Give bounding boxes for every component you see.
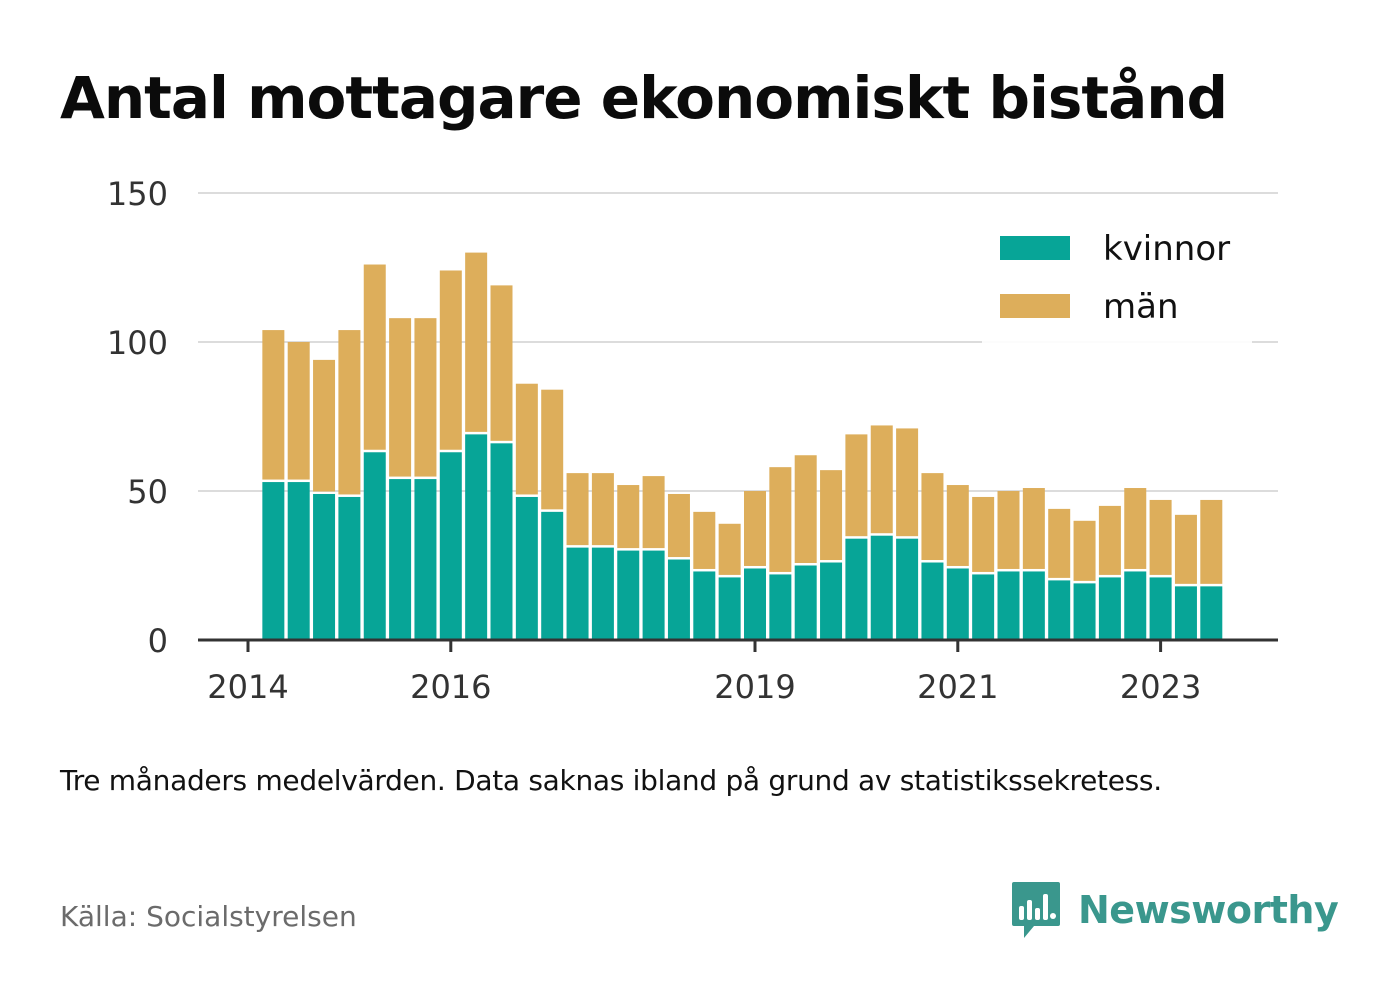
bars bbox=[262, 252, 1223, 641]
bar-kvinnor[interactable] bbox=[870, 535, 893, 640]
bar-kvinnor[interactable] bbox=[1098, 577, 1121, 640]
bar-man[interactable] bbox=[1200, 499, 1223, 584]
bar-man[interactable] bbox=[338, 330, 361, 495]
bar-kvinnor[interactable] bbox=[414, 479, 437, 640]
bar-man[interactable] bbox=[1073, 520, 1096, 581]
chart-area: 0 50 100 150 2014 2016 2019 2021 2023 kvinnor män bbox=[107, 175, 1278, 706]
bar-man[interactable] bbox=[642, 476, 665, 549]
bar-man[interactable] bbox=[1174, 514, 1197, 584]
bar-man[interactable] bbox=[617, 485, 640, 549]
bar-kvinnor[interactable] bbox=[287, 482, 310, 640]
bar-kvinnor[interactable] bbox=[1124, 571, 1147, 640]
bar-kvinnor[interactable] bbox=[1022, 571, 1045, 640]
bar-man[interactable] bbox=[997, 491, 1020, 569]
bar-man[interactable] bbox=[1022, 488, 1045, 569]
bar-man[interactable] bbox=[693, 511, 716, 569]
bar-man[interactable] bbox=[1124, 488, 1147, 569]
bar-man[interactable] bbox=[896, 428, 919, 537]
bar-kvinnor[interactable] bbox=[946, 568, 969, 640]
bar-kvinnor[interactable] bbox=[465, 434, 488, 640]
bar-man[interactable] bbox=[490, 285, 513, 441]
x-tick-label: 2016 bbox=[410, 668, 491, 706]
y-tick-label: 50 bbox=[127, 473, 168, 511]
bar-kvinnor[interactable] bbox=[1048, 580, 1071, 640]
bar-kvinnor[interactable] bbox=[439, 452, 462, 640]
bar-kvinnor[interactable] bbox=[338, 496, 361, 640]
y-tick-label: 0 bbox=[148, 622, 168, 660]
bar-man[interactable] bbox=[1149, 499, 1172, 575]
bar-man[interactable] bbox=[1098, 505, 1121, 575]
bar-man[interactable] bbox=[363, 264, 386, 450]
bar-kvinnor[interactable] bbox=[1174, 586, 1197, 640]
bar-man[interactable] bbox=[667, 493, 690, 558]
bar-man[interactable] bbox=[769, 467, 792, 572]
bar-kvinnor[interactable] bbox=[1073, 583, 1096, 640]
bar-man[interactable] bbox=[718, 523, 741, 575]
bar-kvinnor[interactable] bbox=[1200, 586, 1223, 640]
bar-kvinnor[interactable] bbox=[262, 482, 285, 640]
bar-man[interactable] bbox=[1048, 508, 1071, 578]
bar-kvinnor[interactable] bbox=[997, 571, 1020, 640]
bar-man[interactable] bbox=[313, 359, 336, 492]
bar-kvinnor[interactable] bbox=[667, 559, 690, 640]
bar-kvinnor[interactable] bbox=[389, 479, 412, 640]
bar-kvinnor[interactable] bbox=[490, 443, 513, 640]
bar-kvinnor[interactable] bbox=[820, 562, 843, 640]
newsworthy-logo-icon bbox=[1012, 882, 1060, 938]
brand-name: Newsworthy bbox=[1078, 888, 1339, 932]
bar-kvinnor[interactable] bbox=[845, 538, 868, 640]
bar-man[interactable] bbox=[414, 318, 437, 477]
x-tick-label: 2014 bbox=[207, 668, 288, 706]
legend-swatch bbox=[1000, 236, 1070, 260]
bar-man[interactable] bbox=[744, 491, 766, 566]
bar-kvinnor[interactable] bbox=[566, 547, 589, 640]
bar-man[interactable] bbox=[794, 455, 817, 563]
legend-label: kvinnor bbox=[1103, 229, 1230, 269]
x-tick-label: 2019 bbox=[714, 668, 795, 706]
axes: 0 50 100 150 2014 2016 2019 2021 2023 bbox=[107, 175, 1278, 706]
x-tick-label: 2023 bbox=[1120, 668, 1201, 706]
bar-kvinnor[interactable] bbox=[921, 562, 944, 640]
bar-man[interactable] bbox=[591, 473, 614, 546]
chart-title: Antal mottagare ekonomiskt bistånd bbox=[60, 64, 1228, 132]
bar-kvinnor[interactable] bbox=[794, 565, 817, 641]
bar-kvinnor[interactable] bbox=[896, 538, 919, 640]
bar-kvinnor[interactable] bbox=[718, 577, 741, 640]
bar-kvinnor[interactable] bbox=[515, 496, 538, 640]
bar-kvinnor[interactable] bbox=[541, 511, 564, 640]
bar-kvinnor[interactable] bbox=[363, 452, 386, 640]
legend-label: män bbox=[1103, 287, 1179, 327]
bar-man[interactable] bbox=[439, 270, 462, 450]
bar-kvinnor[interactable] bbox=[617, 550, 640, 640]
bar-kvinnor[interactable] bbox=[642, 550, 665, 640]
source-text: Källa: Socialstyrelsen bbox=[60, 900, 357, 933]
y-tick-label: 100 bbox=[107, 324, 168, 362]
x-tick-label: 2021 bbox=[917, 668, 998, 706]
bar-man[interactable] bbox=[389, 318, 412, 477]
bar-man[interactable] bbox=[946, 485, 969, 566]
brand-logo[interactable]: Newsworthy bbox=[1010, 878, 1339, 942]
bar-man[interactable] bbox=[541, 389, 564, 510]
legend-swatch bbox=[1000, 294, 1070, 318]
bar-man[interactable] bbox=[972, 496, 995, 572]
bar-man[interactable] bbox=[262, 330, 285, 480]
bar-kvinnor[interactable] bbox=[591, 547, 614, 640]
bar-man[interactable] bbox=[566, 473, 589, 546]
bar-man[interactable] bbox=[287, 342, 310, 480]
bar-kvinnor[interactable] bbox=[693, 571, 716, 640]
bar-man[interactable] bbox=[870, 425, 893, 534]
bar-man[interactable] bbox=[515, 383, 538, 495]
bar-man[interactable] bbox=[845, 434, 868, 537]
chart-note: Tre månaders medelvärden. Data saknas ib… bbox=[60, 764, 1162, 797]
bar-kvinnor[interactable] bbox=[1149, 577, 1172, 640]
bar-kvinnor[interactable] bbox=[313, 493, 336, 640]
bar-man[interactable] bbox=[465, 252, 488, 432]
bar-kvinnor[interactable] bbox=[769, 574, 792, 640]
bar-kvinnor[interactable] bbox=[744, 568, 766, 640]
legend: kvinnor män bbox=[982, 222, 1252, 344]
bar-man[interactable] bbox=[820, 470, 843, 561]
bar-man[interactable] bbox=[921, 473, 944, 561]
y-tick-label: 150 bbox=[107, 175, 168, 213]
bar-kvinnor[interactable] bbox=[972, 574, 995, 640]
